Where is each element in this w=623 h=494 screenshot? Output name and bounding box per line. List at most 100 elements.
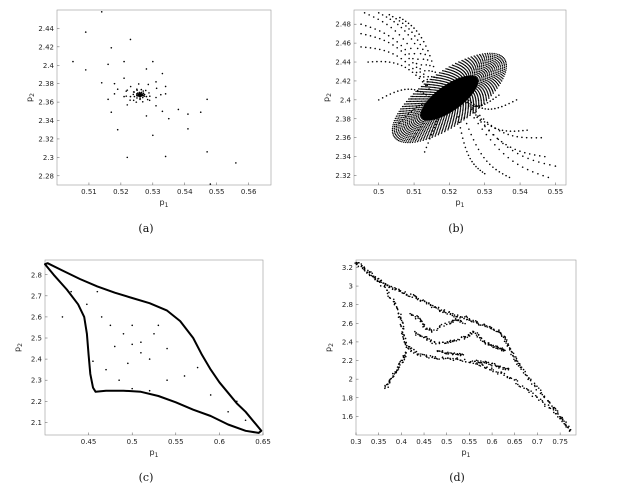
ellipse-point xyxy=(461,69,464,71)
trajectory-point xyxy=(407,113,410,115)
ellipse-point xyxy=(465,59,467,61)
attractor-point xyxy=(437,306,440,309)
ellipse-point xyxy=(470,59,472,62)
ellipse-point xyxy=(473,71,476,74)
ellipse-point xyxy=(395,119,397,122)
ellipse-point xyxy=(471,69,473,71)
ellipse-point xyxy=(420,85,423,88)
ellipse-point xyxy=(453,76,455,78)
caption-a: (a) xyxy=(138,222,154,235)
ellipse-point xyxy=(455,71,458,74)
trajectory-point xyxy=(477,148,480,151)
ellipse-point xyxy=(475,62,477,64)
attractor-point xyxy=(435,343,437,345)
trajectory-point xyxy=(549,164,551,166)
spiral-point xyxy=(155,87,158,90)
trajectory-point xyxy=(488,129,490,131)
ellipse-point xyxy=(442,128,444,131)
attractor-point xyxy=(521,385,524,387)
ellipse-point xyxy=(408,98,410,100)
ellipse-point xyxy=(416,100,419,103)
ellipse-point xyxy=(450,69,452,71)
attractor-point xyxy=(421,353,424,356)
trajectory-point xyxy=(364,24,367,27)
x-axis-label: p1 xyxy=(462,448,471,459)
attractor-point xyxy=(436,329,438,332)
trajectory-point xyxy=(473,163,475,166)
ellipse-point xyxy=(414,107,416,109)
ellipse-point xyxy=(481,91,483,94)
ellipse-point xyxy=(438,131,440,133)
ellipse-point xyxy=(468,64,470,67)
ellipse-point xyxy=(487,64,490,66)
attractor-point xyxy=(417,317,419,319)
ellipse-point xyxy=(482,73,484,75)
ellipse-point xyxy=(457,63,459,66)
trajectory-point xyxy=(395,17,397,20)
attractor-point xyxy=(547,404,550,406)
trajectory-point xyxy=(392,62,395,64)
ellipse-point xyxy=(496,71,498,74)
ellipse-point xyxy=(418,90,420,93)
trajectory-point xyxy=(360,32,362,35)
spiral-point xyxy=(129,99,131,101)
ellipse-point xyxy=(495,86,498,88)
ellipse-point xyxy=(406,114,409,116)
ellipse-point xyxy=(414,135,416,138)
ellipse-point xyxy=(405,129,407,131)
ellipse-point xyxy=(465,65,467,68)
ellipse-point xyxy=(431,84,433,86)
attractor-point xyxy=(437,308,439,310)
trajectory-point xyxy=(433,108,436,110)
ellipse-point xyxy=(476,93,478,96)
ellipse-point xyxy=(401,141,403,143)
y-tick-label: 2.34 xyxy=(38,117,54,125)
ellipse-point xyxy=(460,62,462,64)
ellipse-point xyxy=(417,98,419,100)
attractor-point xyxy=(535,388,538,391)
attractor-point xyxy=(444,322,446,325)
attractor-point xyxy=(363,266,366,268)
trajectory-point xyxy=(437,118,439,121)
ellipse-point xyxy=(453,117,455,119)
ellipse-point xyxy=(421,134,424,137)
ellipse-point xyxy=(493,56,495,58)
ellipse-point xyxy=(401,105,404,108)
attractor-point xyxy=(515,382,517,385)
ellipse-point xyxy=(420,119,422,122)
ellipse-point xyxy=(452,64,455,67)
ellipse-point xyxy=(453,70,456,73)
attractor-point xyxy=(459,354,462,357)
ellipse-point xyxy=(441,131,443,133)
attractor-point xyxy=(451,319,454,322)
ellipse-point xyxy=(448,71,450,74)
ellipse-point xyxy=(412,129,414,131)
ellipse-point xyxy=(454,109,457,112)
attractor-point xyxy=(504,368,507,371)
ellipse-point xyxy=(482,61,484,63)
trajectory-point xyxy=(420,64,423,66)
attractor-point xyxy=(449,358,452,360)
attractor-point xyxy=(463,317,465,320)
ellipse-point xyxy=(482,71,485,73)
ellipse-point xyxy=(499,57,502,59)
ellipse-point xyxy=(488,60,490,62)
ellipse-point xyxy=(405,136,408,139)
trajectory-point xyxy=(417,129,420,131)
ellipse-point xyxy=(477,72,479,74)
ellipse-point xyxy=(472,67,475,70)
trajectory-point xyxy=(422,76,425,78)
ellipse-point xyxy=(416,131,419,133)
ellipse-point xyxy=(459,64,461,67)
ellipse-point xyxy=(397,134,400,136)
attractor-point xyxy=(563,422,566,425)
ellipse-point xyxy=(448,125,450,127)
ellipse-point xyxy=(465,62,468,64)
attractor-point xyxy=(512,352,515,355)
ellipse-point xyxy=(497,83,499,86)
ellipse-point xyxy=(414,114,416,117)
trajectory-point xyxy=(401,119,404,121)
ellipse-point xyxy=(440,118,442,121)
ellipse-point xyxy=(430,132,432,134)
ellipse-point xyxy=(412,93,415,95)
